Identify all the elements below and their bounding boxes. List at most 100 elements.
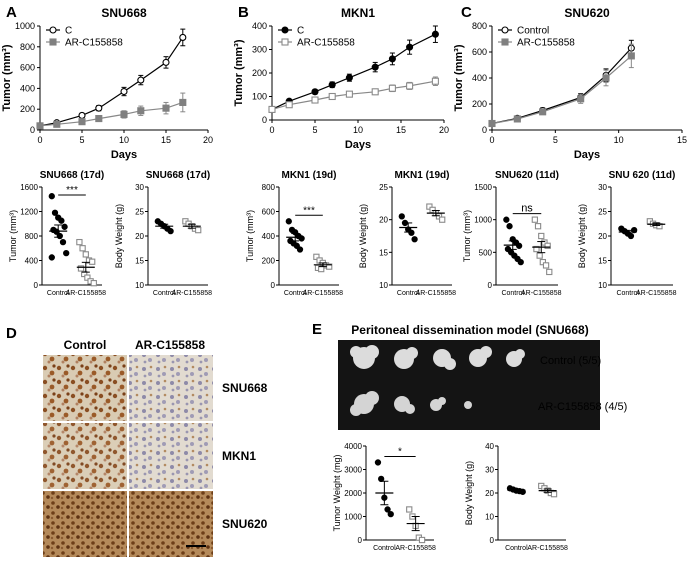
data-point — [84, 274, 91, 281]
category-label: AR-C155858 — [416, 290, 457, 297]
ihc-image-snu668-control — [43, 355, 127, 421]
snu668-growth-chart: 0 5 10 15 2002004006008001000SNU668DaysTumor… — [1, 6, 213, 161]
peritoneal-control-label: Control (5/5) — [540, 355, 601, 367]
x-tick-label: 0 — [37, 135, 42, 145]
data-point — [513, 115, 521, 123]
data-point — [162, 58, 170, 66]
data-point — [431, 77, 439, 85]
data-point — [577, 95, 585, 103]
y-tick-label: 1000 — [474, 216, 492, 225]
data-point — [534, 223, 542, 230]
y-axis-label: Tumor (mm³) — [233, 39, 245, 106]
peritoneal-body-weight-scatter: 0 10 20 30 40 Body Weight (g) Control AR-C15585… — [464, 442, 568, 552]
category-label: Control — [47, 290, 70, 297]
chart-title: SNU620 (11d) — [495, 170, 559, 181]
x-tick-label: 15 — [396, 125, 406, 135]
peritoneal-treated-label: AR-C155858 (4/5) — [538, 401, 627, 413]
data-point — [544, 242, 551, 249]
data-point — [411, 236, 418, 243]
data-point — [95, 104, 103, 112]
data-point — [95, 115, 103, 123]
data-point — [539, 258, 547, 266]
y-axis-label: Body Weight (g) — [114, 204, 124, 268]
data-point — [318, 265, 325, 273]
category-label: Control — [153, 290, 176, 297]
y-tick-label: 400 — [252, 21, 267, 31]
data-point — [503, 216, 510, 223]
y-tick-label: 10 — [135, 281, 144, 290]
y-axis-label: Body Weight (g) — [358, 204, 368, 268]
y-tick-label: 20 — [135, 232, 144, 241]
y-tick-label: 0 — [488, 281, 493, 290]
x-tick-label: 5 — [79, 135, 84, 145]
ihc-image-snu620-control — [43, 491, 127, 557]
data-point — [426, 203, 433, 210]
category-label: AR-C155858 — [172, 290, 213, 297]
significance-label: *** — [66, 185, 78, 196]
data-point — [531, 216, 539, 223]
x-tick-label: 5 — [553, 135, 558, 145]
data-point — [429, 206, 436, 214]
x-tick-label: 5 — [312, 125, 317, 135]
data-point — [328, 92, 336, 101]
y-tick-label: 200 — [262, 257, 276, 266]
legend-label: AR-C155858 — [65, 38, 123, 49]
data-point — [61, 223, 68, 230]
x-tick-label: 10 — [614, 135, 624, 145]
data-point — [285, 101, 293, 109]
data-point — [162, 104, 170, 112]
x-axis-label: Days — [111, 149, 137, 161]
y-axis-label: Tumor (mm³) — [462, 210, 472, 262]
data-point — [328, 81, 336, 89]
data-point — [58, 217, 65, 224]
series-line-1 — [491, 55, 632, 125]
mkn1-weight-scatter: 10 15 20 25 MKN1 (19d) Body Weight (g) Control… — [358, 170, 456, 297]
x-tick-label: 20 — [203, 135, 213, 145]
ihc-panel: Control AR-C155858 SNU668 MKN1 SNU620 — [43, 338, 268, 557]
category-label: AR-C155858 — [521, 290, 562, 297]
peritoneal-panel: Peritoneal dissemination model (SNU668) … — [338, 323, 627, 430]
x-tick-label: 0 — [269, 125, 274, 135]
data-point — [89, 258, 96, 265]
y-axis-label: Tumor (mm³) — [245, 210, 255, 262]
y-tick-label: 800 — [472, 21, 487, 31]
series-line-1 — [39, 101, 183, 127]
ihc-image-mkn1-control — [43, 423, 127, 489]
data-point — [538, 232, 545, 240]
data-point — [90, 280, 97, 287]
ihc-image-mkn1-treated — [129, 423, 213, 489]
data-point — [78, 111, 86, 119]
peritoneal-photo — [338, 340, 600, 430]
y-tick-label: 1200 — [20, 208, 38, 217]
legend-marker — [49, 26, 57, 34]
data-point — [120, 87, 128, 96]
data-point — [195, 226, 202, 234]
significance-label: *** — [303, 205, 315, 216]
data-point — [81, 270, 88, 278]
y-tick-label: 25 — [379, 183, 388, 192]
ihc-image-snu668-treated — [129, 355, 213, 421]
data-point — [439, 216, 446, 223]
data-point — [36, 122, 44, 130]
peritoneal-title: Peritoneal dissemination model (SNU668) — [351, 323, 588, 337]
data-point — [53, 120, 61, 128]
legend-label: AR-C155858 — [297, 38, 355, 49]
data-point — [82, 251, 89, 258]
data-point — [398, 213, 405, 220]
data-point — [63, 249, 70, 257]
y-tick-label: 0 — [490, 536, 495, 545]
ihc-row-label-snu668: SNU668 — [222, 381, 268, 395]
data-point — [179, 98, 187, 106]
data-point — [78, 118, 86, 126]
category-label: AR-C155858 — [636, 290, 677, 297]
category-label: Control — [505, 545, 528, 552]
control-tumor-nodules — [350, 345, 525, 370]
panel-letter-c: C — [461, 4, 472, 21]
x-tick-label: 10 — [119, 135, 129, 145]
y-tick-label: 400 — [25, 257, 39, 266]
y-tick-label: 1600 — [20, 183, 38, 192]
data-point — [542, 262, 550, 269]
legend-marker — [501, 38, 509, 46]
